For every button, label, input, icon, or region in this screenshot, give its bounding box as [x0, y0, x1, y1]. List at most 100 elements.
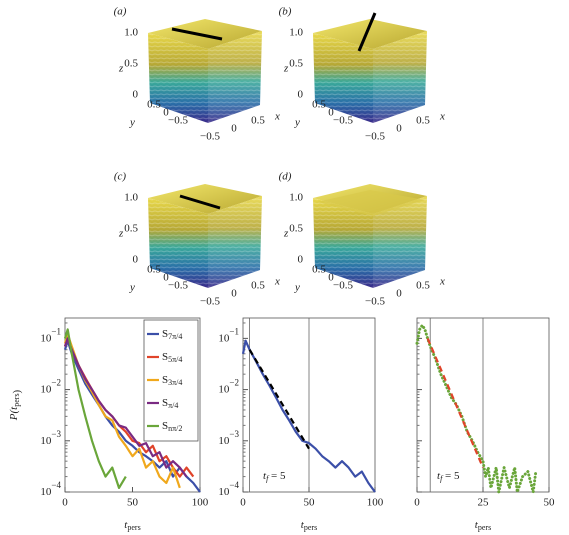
y-tick-label: −0.5	[333, 280, 353, 292]
text-part: t	[301, 519, 305, 531]
text-part: = 5	[268, 470, 286, 482]
y-tick-label: 10−4	[218, 480, 239, 497]
annotation: tf = 5	[263, 470, 286, 483]
y-axis-label: y	[294, 282, 300, 294]
z-tick-label: 0	[298, 89, 304, 101]
y-tick-label: 10−1	[40, 326, 61, 343]
render-top	[317, 190, 425, 216]
render-arrow	[357, 12, 377, 52]
render-top	[313, 19, 427, 49]
panel-label: (b)	[279, 6, 292, 18]
panel-label: (d)	[279, 171, 292, 183]
render-top	[148, 19, 262, 49]
y-axis-label: y	[129, 282, 135, 294]
tick-exponent: −2	[229, 378, 239, 388]
subscript: pers	[12, 393, 21, 406]
tick-base: 10	[218, 486, 230, 498]
y-axis-label: y	[129, 117, 135, 129]
x-tick-label: 0.5	[416, 280, 430, 292]
z-tick-label: 0	[133, 254, 139, 266]
x-tick-label: −0.5	[200, 131, 220, 143]
legend-label: Sπ/4	[162, 397, 178, 410]
text-part: t	[475, 519, 479, 531]
render-streaks	[148, 196, 262, 288]
legend-label: S5π/4	[162, 351, 182, 364]
render-arrow	[179, 194, 221, 210]
subscript: f	[266, 474, 270, 483]
z-tick-label: 1.0	[124, 192, 138, 204]
x-axis-label: x	[274, 111, 280, 123]
y-tick-label: 10−3	[218, 429, 239, 446]
legend-label: S7π/4	[162, 328, 182, 341]
text-part: = 5	[442, 470, 460, 482]
x-tick-label: 0	[231, 123, 237, 135]
x-tick-label: 100	[192, 497, 209, 509]
x-tick-label: 0	[396, 288, 402, 300]
z-tick-label: 1.0	[289, 27, 303, 39]
y-axis-label: P(tpers)	[8, 389, 23, 421]
render-panel: (d)zy x1.00.500.50−0.5−0.500.5	[279, 171, 445, 308]
x-tick-label: 50	[544, 497, 556, 509]
z-tick-label: 0.5	[289, 58, 303, 70]
subscript: 5π/4	[168, 355, 182, 364]
y-tick-label: 0	[163, 272, 169, 284]
y-tick-label: −0.5	[333, 115, 353, 127]
render-top	[148, 184, 262, 214]
y-axis-label: y	[294, 117, 300, 129]
render-streaks	[313, 196, 427, 288]
x-tick-label: 50	[304, 497, 316, 509]
x-tick-label: −0.5	[200, 296, 220, 308]
render-panel: (b)zy x1.00.500.50−0.5−0.500.5	[279, 6, 445, 143]
render-panel: (a)zy x1.00.500.50−0.5−0.500.5	[114, 6, 280, 143]
series-line	[63, 328, 127, 489]
tick-base: 10	[40, 332, 52, 344]
z-tick-label: 1.0	[289, 192, 303, 204]
text-part: S	[162, 420, 168, 432]
x-tick-label: 0	[240, 497, 246, 509]
panel-label: (a)	[114, 6, 127, 18]
y-tick-label: −0.5	[168, 115, 188, 127]
x-axis-label: x	[439, 111, 445, 123]
text-part: t	[263, 470, 267, 482]
text-part: t	[124, 519, 128, 531]
tick-exponent: −4	[51, 480, 61, 490]
x-tick-label: 0	[62, 497, 68, 509]
subscript: nπ/2	[168, 424, 182, 433]
z-axis-label: z	[118, 228, 124, 240]
render-streaks	[313, 31, 427, 123]
y-tick-label: −0.5	[168, 280, 188, 292]
text-part: )	[11, 389, 23, 393]
y-tick-label: 0.5	[312, 99, 326, 111]
tick-base: 10	[40, 383, 52, 395]
x-tick-label: 50	[127, 497, 139, 509]
z-tick-label: 0.5	[124, 58, 138, 70]
x-tick-label: 0.5	[416, 115, 430, 127]
z-tick-label: 0	[133, 89, 139, 101]
x-tick-label: 0	[396, 123, 402, 135]
y-tick-label: 0	[328, 272, 334, 284]
tick-base: 10	[218, 434, 230, 446]
tick-exponent: −3	[229, 429, 239, 439]
text-part: S	[162, 397, 168, 409]
x-axis-label: tpers	[301, 519, 317, 532]
text-part: S	[162, 328, 168, 340]
tick-base: 10	[40, 486, 52, 498]
tick-base: 10	[218, 332, 230, 344]
z-axis-label: z	[118, 63, 124, 75]
x-tick-label: −0.5	[365, 131, 385, 143]
render-arrow	[171, 27, 223, 41]
tick-exponent: −3	[51, 429, 61, 439]
z-tick-label: 0.5	[289, 223, 303, 235]
annotation: tf = 5	[437, 470, 460, 483]
subscript: pers	[127, 523, 140, 532]
subscript: pers	[478, 523, 491, 532]
z-tick-label: 0.5	[124, 223, 138, 235]
tick-exponent: −1	[51, 326, 61, 336]
y-tick-label: 10−1	[218, 326, 239, 343]
x-axis-label: tpers	[475, 519, 491, 532]
text-part: S	[162, 374, 168, 386]
subscript: 7π/4	[168, 332, 182, 341]
y-tick-label: 0.5	[147, 264, 161, 276]
x-axis-label: x	[274, 276, 280, 288]
